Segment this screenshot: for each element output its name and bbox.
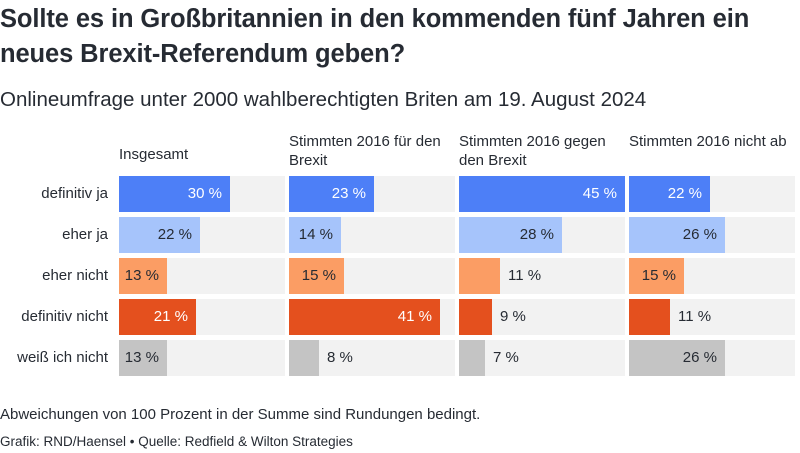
- bar: [629, 258, 684, 294]
- bar: [629, 217, 725, 253]
- bar-track: 7 %: [459, 340, 625, 376]
- row-label: eher nicht: [42, 267, 108, 284]
- bar-value-label: 9 %: [500, 308, 526, 325]
- bar-value-label: 28 %: [519, 226, 554, 243]
- bar-track: 9 %: [459, 299, 625, 335]
- bar: [119, 176, 230, 212]
- bar-track: 22 %: [119, 217, 285, 253]
- bar: [459, 217, 562, 253]
- bar-track: 21 %: [119, 299, 285, 335]
- bar-track: 23 %: [289, 176, 455, 212]
- bar-value-label: 26 %: [682, 226, 717, 243]
- bar-value-label: 41 %: [397, 308, 432, 325]
- bar-value-label: 45 %: [582, 185, 617, 202]
- bar-track: 15 %: [289, 258, 455, 294]
- bar-track: 11 %: [459, 258, 625, 294]
- bar: [119, 258, 167, 294]
- bar-track: 11 %: [629, 299, 795, 335]
- bar-value-label: 11 %: [678, 308, 712, 325]
- bar: [119, 217, 200, 253]
- bar-track: 15 %: [629, 258, 795, 294]
- bar-track: 13 %: [119, 258, 285, 294]
- row-label: definitiv nicht: [21, 308, 108, 325]
- row-label: weiß ich nicht: [17, 349, 108, 366]
- panel-header: Stimmten 2016 nicht ab: [629, 133, 787, 150]
- bar-track: 13 %: [119, 340, 285, 376]
- bar: [459, 299, 492, 335]
- bar-value-label: 11 %: [508, 267, 542, 284]
- bar: [629, 299, 670, 335]
- panel-header: Stimmten 2016 gegen den Brexit: [459, 133, 606, 169]
- bar: [119, 299, 196, 335]
- bar-track: 41 %: [289, 299, 455, 335]
- bar-value-label: 14 %: [298, 226, 333, 243]
- bar-value-label: 7 %: [493, 349, 519, 366]
- row-label: eher ja: [62, 226, 108, 243]
- panel-header: Insgesamt: [119, 146, 189, 163]
- bar: [289, 340, 319, 376]
- bar: [119, 340, 167, 376]
- bar-value-label: 8 %: [327, 349, 353, 366]
- bar: [459, 258, 500, 294]
- bar-track: 14 %: [289, 217, 455, 253]
- bar-track: 26 %: [629, 340, 795, 376]
- bar: [629, 340, 725, 376]
- bar-track: 28 %: [459, 217, 625, 253]
- bar-track: 45 %: [459, 176, 625, 212]
- chart-subtitle: Onlineumfrage unter 2000 wahlberechtigte…: [0, 88, 647, 111]
- bar-value-label: 30 %: [187, 185, 222, 202]
- bar-value-label: 22 %: [157, 226, 192, 243]
- bar-value-label: 26 %: [682, 349, 717, 366]
- chart-title: Sollte es in Großbritannien in den komme…: [0, 5, 750, 68]
- panel-header: Stimmten 2016 für den Brexit: [289, 133, 441, 169]
- bar: [289, 176, 374, 212]
- bar-value-label: 13 %: [124, 349, 159, 366]
- bar: [289, 217, 341, 253]
- bar-value-label: 15 %: [641, 267, 676, 284]
- bar: [289, 299, 440, 335]
- bar-track: 22 %: [629, 176, 795, 212]
- bar: [459, 340, 485, 376]
- bar-value-label: 21 %: [153, 308, 188, 325]
- bar-track: 8 %: [289, 340, 455, 376]
- bar: [459, 176, 625, 212]
- source-credit: Grafik: RND/Haensel • Quelle: Redfield &…: [0, 434, 353, 449]
- bar-value-label: 23 %: [331, 185, 366, 202]
- bar-value-label: 15 %: [301, 267, 336, 284]
- bar-track: 30 %: [119, 176, 285, 212]
- footnote: Abweichungen von 100 Prozent in der Summ…: [0, 406, 481, 423]
- row-label: definitiv ja: [41, 185, 108, 202]
- bar-track: 26 %: [629, 217, 795, 253]
- bar: [289, 258, 344, 294]
- bar-value-label: 13 %: [124, 267, 159, 284]
- bar: [629, 176, 710, 212]
- bar-value-label: 22 %: [667, 185, 702, 202]
